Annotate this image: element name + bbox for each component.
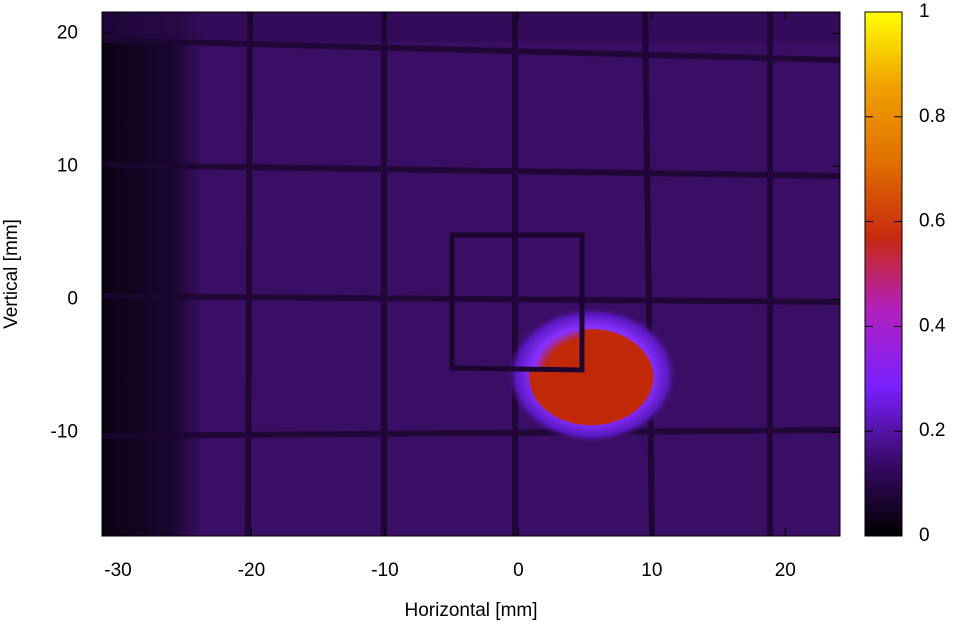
x-tick-label: -10 — [371, 560, 398, 581]
y-tick-label: 20 — [57, 22, 78, 43]
x-axis-label: Horizontal [mm] — [404, 600, 537, 621]
y-tick-label: -10 — [51, 421, 78, 442]
colorbar-tick-label: 0.6 — [919, 211, 945, 232]
colorbar-tick-label: 0.2 — [919, 420, 945, 441]
colorbar-tick-label: 0.8 — [919, 106, 945, 127]
colorbar-tick-label: 0.4 — [919, 315, 946, 336]
colorbar-tick-label: 0 — [919, 525, 930, 546]
plot-frame — [101, 11, 841, 537]
x-tick-label: 10 — [641, 560, 662, 581]
colorbar-tick-label: 1 — [919, 1, 930, 22]
heatmap-image — [101, 11, 841, 537]
x-tick-label: -20 — [238, 560, 265, 581]
colorbar — [864, 11, 903, 537]
y-tick-label: 0 — [67, 288, 78, 309]
y-axis-label: Vertical [mm] — [1, 219, 22, 329]
x-tick-label: 0 — [513, 560, 524, 581]
x-tick-label: -30 — [104, 560, 131, 581]
x-tick-label: 20 — [775, 560, 796, 581]
y-tick-label: 10 — [57, 155, 78, 176]
